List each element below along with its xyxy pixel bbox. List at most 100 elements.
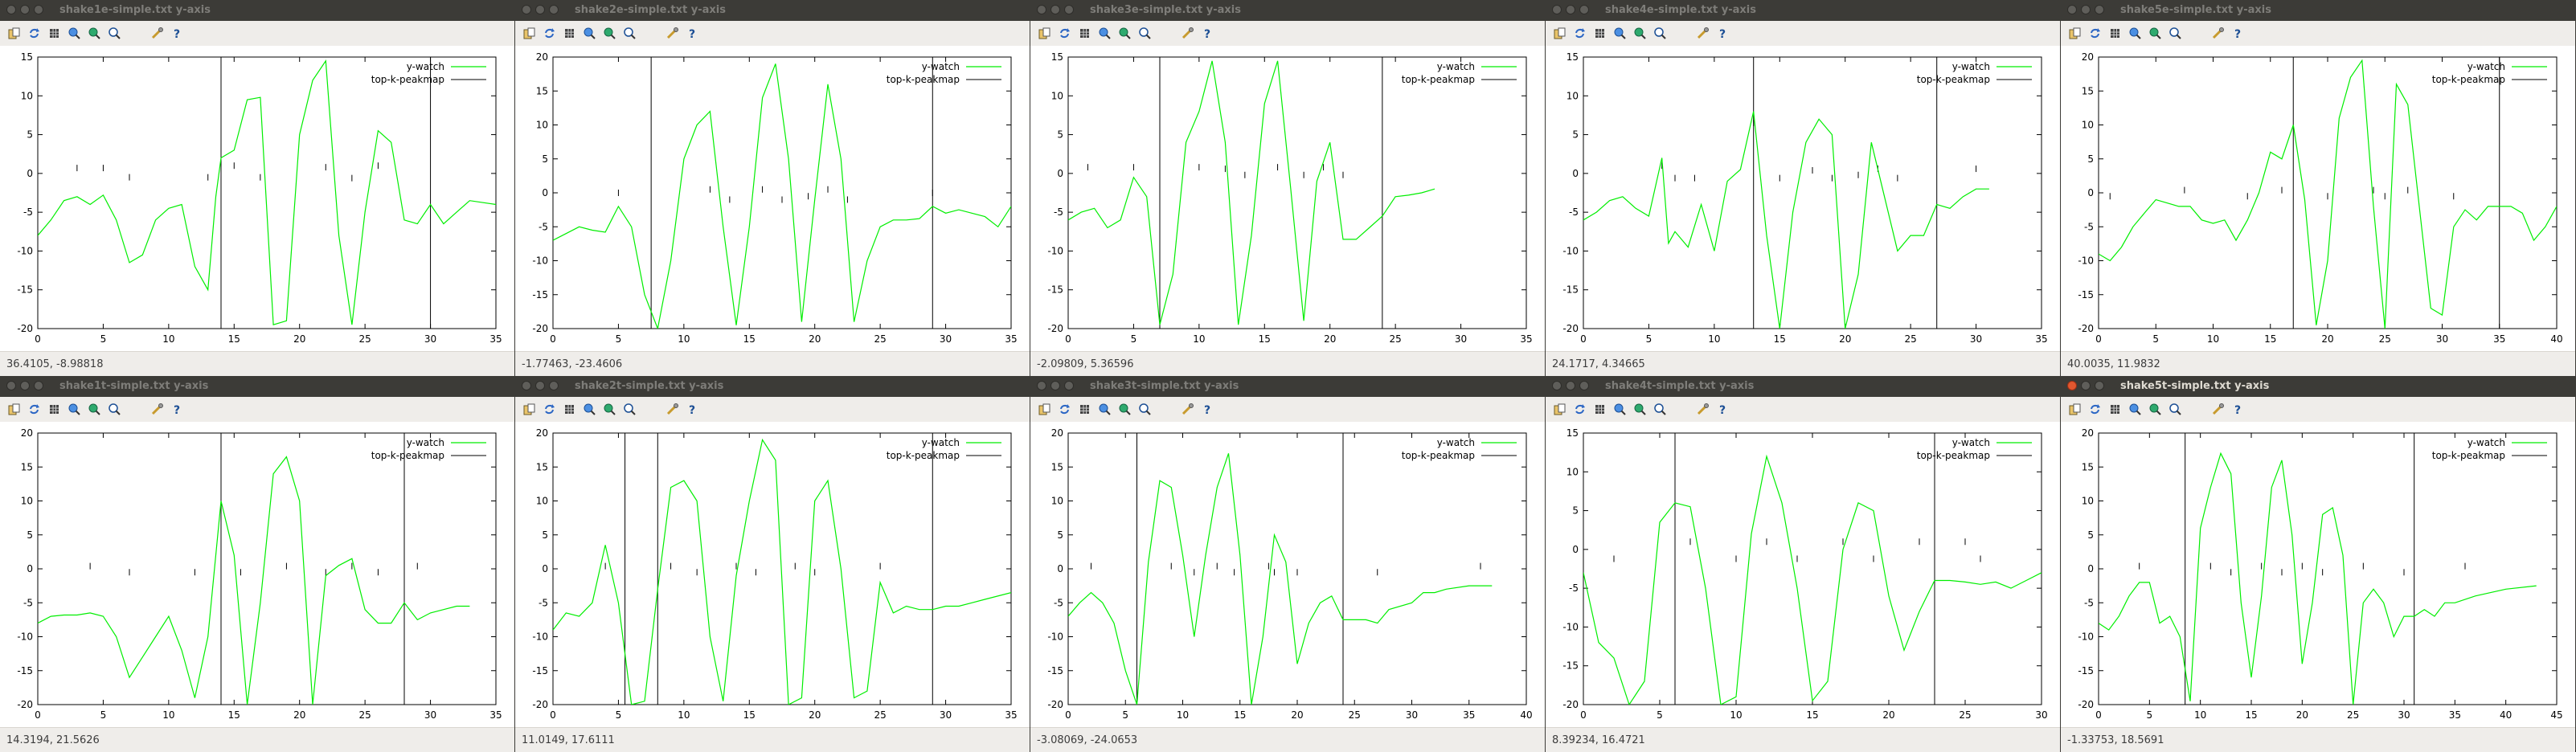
close-button[interactable]: [522, 381, 531, 390]
zoom-next-icon[interactable]: [1119, 403, 1131, 415]
gnuplot-window[interactable]: shake3e-simple.txt y-axis? 0 5 10 15 20 25 30 35…: [1030, 0, 1545, 376]
minimize-button[interactable]: [1566, 381, 1575, 390]
help-icon[interactable]: ?: [171, 403, 183, 415]
zoom-next-icon[interactable]: [1119, 27, 1131, 39]
gnuplot-window[interactable]: shake5t-simple.txt y-axis? 0 5 10 15 20 25 30 35…: [2061, 376, 2575, 752]
replot-icon[interactable]: [543, 403, 555, 415]
maximize-button[interactable]: [34, 5, 43, 14]
help-icon[interactable]: ?: [1717, 403, 1729, 415]
autoscale-icon[interactable]: [109, 27, 121, 39]
config-icon[interactable]: [1697, 403, 1709, 415]
plot-area[interactable]: 0 5 10 15 20 25 30 35 -20 -15 -10 -5 0 5 10 15 20 y-watch…: [515, 422, 1030, 727]
zoom-previous-icon[interactable]: [1099, 27, 1111, 39]
help-icon[interactable]: ?: [686, 403, 698, 415]
copy-clipboard-icon[interactable]: [1038, 27, 1050, 39]
minimize-button[interactable]: [2081, 5, 2091, 14]
autoscale-icon[interactable]: [2169, 403, 2181, 415]
gnuplot-window[interactable]: shake5e-simple.txt y-axis? 0 5 10 15 20 25 30 35…: [2061, 0, 2575, 376]
copy-clipboard-icon[interactable]: [523, 27, 535, 39]
help-icon[interactable]: ?: [1717, 27, 1729, 39]
minimize-button[interactable]: [1050, 5, 1060, 14]
replot-icon[interactable]: [1574, 27, 1586, 39]
grid-icon[interactable]: [48, 403, 60, 415]
close-button[interactable]: [6, 5, 16, 14]
window-titlebar[interactable]: shake2t-simple.txt y-axis: [515, 376, 1030, 398]
gnuplot-window[interactable]: shake1t-simple.txt y-axis? 0 5 10 15 20 25 30 35…: [0, 376, 514, 752]
autoscale-icon[interactable]: [1139, 27, 1151, 39]
replot-icon[interactable]: [2089, 27, 2101, 39]
config-icon[interactable]: [666, 27, 678, 39]
maximize-button[interactable]: [2095, 381, 2104, 390]
zoom-next-icon[interactable]: [1634, 403, 1646, 415]
replot-icon[interactable]: [1059, 403, 1071, 415]
maximize-button[interactable]: [1064, 5, 1074, 14]
config-icon[interactable]: [1697, 27, 1709, 39]
maximize-button[interactable]: [549, 5, 559, 14]
close-button[interactable]: [2067, 5, 2077, 14]
zoom-previous-icon[interactable]: [584, 403, 596, 415]
replot-icon[interactable]: [543, 27, 555, 39]
minimize-button[interactable]: [535, 381, 545, 390]
config-icon[interactable]: [1182, 27, 1194, 39]
zoom-previous-icon[interactable]: [1614, 27, 1626, 39]
copy-clipboard-icon[interactable]: [1554, 27, 1566, 39]
grid-icon[interactable]: [2109, 403, 2121, 415]
zoom-previous-icon[interactable]: [2129, 403, 2141, 415]
grid-icon[interactable]: [1079, 27, 1091, 39]
maximize-button[interactable]: [1064, 381, 1074, 390]
autoscale-icon[interactable]: [624, 403, 636, 415]
gnuplot-window[interactable]: shake4t-simple.txt y-axis? 0 5 10 15 20 25 30 -2…: [1546, 376, 2060, 752]
copy-clipboard-icon[interactable]: [8, 403, 20, 415]
gnuplot-window[interactable]: shake3t-simple.txt y-axis? 0 5 10 15 20 25 30 35…: [1030, 376, 1545, 752]
zoom-previous-icon[interactable]: [1614, 403, 1626, 415]
gnuplot-window[interactable]: shake4e-simple.txt y-axis? 0 5 10 15 20 25 30 35…: [1546, 0, 2060, 376]
close-button[interactable]: [522, 5, 531, 14]
autoscale-icon[interactable]: [109, 403, 121, 415]
zoom-previous-icon[interactable]: [68, 27, 80, 39]
close-button[interactable]: [1552, 381, 1562, 390]
replot-icon[interactable]: [1059, 27, 1071, 39]
window-titlebar[interactable]: shake3e-simple.txt y-axis: [1030, 0, 1545, 22]
config-icon[interactable]: [666, 403, 678, 415]
plot-area[interactable]: 0 5 10 15 20 25 30 35 -20 -15 -10 -5 0 5 10 15 y-watch to…: [1546, 46, 2060, 351]
minimize-button[interactable]: [535, 5, 545, 14]
plot-area[interactable]: 0 5 10 15 20 25 30 35 -20 -15 -10 -5 0 5 10 15 20 y-watch…: [0, 422, 514, 727]
zoom-previous-icon[interactable]: [584, 27, 596, 39]
minimize-button[interactable]: [1566, 5, 1575, 14]
minimize-button[interactable]: [20, 381, 30, 390]
autoscale-icon[interactable]: [1654, 403, 1666, 415]
window-titlebar[interactable]: shake4e-simple.txt y-axis: [1546, 0, 2060, 22]
help-icon[interactable]: ?: [2232, 27, 2244, 39]
gnuplot-window[interactable]: shake1e-simple.txt y-axis? 0 5 10 15 20 25 30 35…: [0, 0, 514, 376]
config-icon[interactable]: [2212, 403, 2224, 415]
window-titlebar[interactable]: shake1e-simple.txt y-axis: [0, 0, 514, 22]
replot-icon[interactable]: [28, 27, 40, 39]
grid-icon[interactable]: [563, 403, 575, 415]
maximize-button[interactable]: [2095, 5, 2104, 14]
zoom-next-icon[interactable]: [88, 403, 100, 415]
close-button[interactable]: [1037, 5, 1046, 14]
copy-clipboard-icon[interactable]: [2069, 403, 2081, 415]
replot-icon[interactable]: [2089, 403, 2101, 415]
close-button[interactable]: [1552, 5, 1562, 14]
config-icon[interactable]: [151, 27, 163, 39]
autoscale-icon[interactable]: [2169, 27, 2181, 39]
help-icon[interactable]: ?: [2232, 403, 2244, 415]
autoscale-icon[interactable]: [624, 27, 636, 39]
plot-area[interactable]: 0 5 10 15 20 25 30 35 -20 -15 -10 -5 0 5 10 15 20 y-watch…: [515, 46, 1030, 351]
zoom-previous-icon[interactable]: [68, 403, 80, 415]
window-titlebar[interactable]: shake3t-simple.txt y-axis: [1030, 376, 1545, 398]
zoom-previous-icon[interactable]: [1099, 403, 1111, 415]
window-titlebar[interactable]: shake2e-simple.txt y-axis: [515, 0, 1030, 22]
config-icon[interactable]: [1182, 403, 1194, 415]
plot-area[interactable]: 0 5 10 15 20 25 30 35 40 45 -20 -15 -10 -5 0 5 10 15 20 y-w…: [2061, 422, 2575, 727]
zoom-next-icon[interactable]: [604, 27, 616, 39]
grid-icon[interactable]: [1079, 403, 1091, 415]
gnuplot-window[interactable]: shake2t-simple.txt y-axis? 0 5 10 15 20 25 30 35…: [515, 376, 1030, 752]
window-titlebar[interactable]: shake1t-simple.txt y-axis: [0, 376, 514, 398]
window-titlebar[interactable]: shake4t-simple.txt y-axis: [1546, 376, 2060, 398]
config-icon[interactable]: [151, 403, 163, 415]
copy-clipboard-icon[interactable]: [2069, 27, 2081, 39]
close-button[interactable]: [2067, 381, 2077, 390]
maximize-button[interactable]: [549, 381, 559, 390]
